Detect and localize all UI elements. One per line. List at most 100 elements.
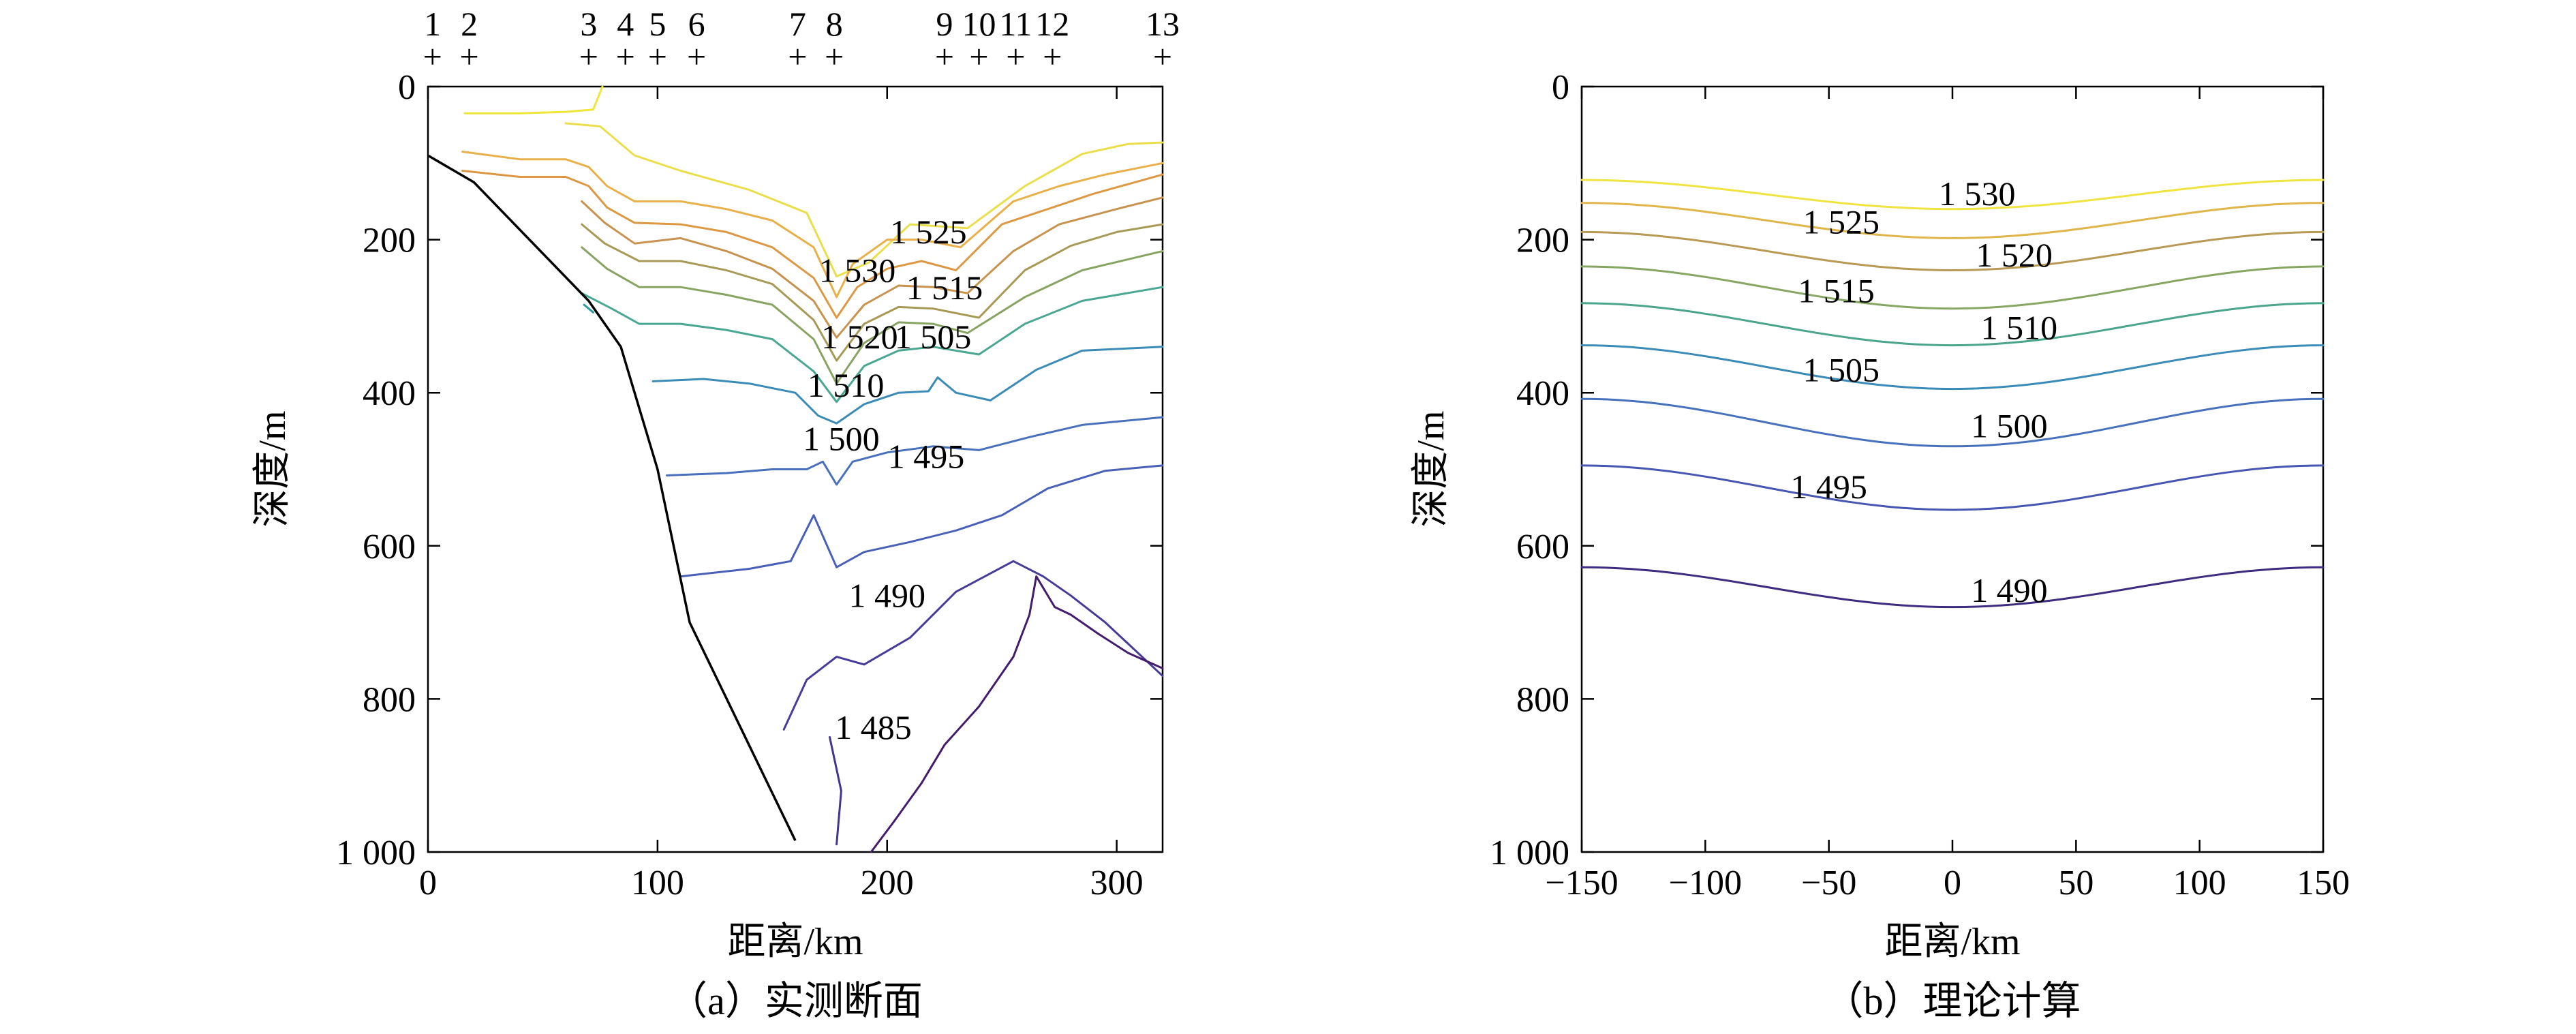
panel-b-isoline-1500: [1580, 397, 2325, 448]
station-number-label: 5: [649, 5, 666, 43]
panel-a-y-tick-label: 600: [363, 528, 416, 566]
panel-b-x-tick-label: 0: [1944, 864, 1961, 902]
station-marker: +: [579, 37, 598, 76]
station-marker: +: [423, 37, 442, 76]
station-number-label: 9: [936, 5, 953, 43]
panel-a-caption: （a）实测断面: [668, 979, 923, 1023]
panel-b-isoline-1495: [1580, 464, 2325, 511]
panel-b-x-tick-label: −150: [1545, 864, 1618, 902]
panel-a-isoline-1530: [463, 85, 604, 115]
station-marker: +: [460, 37, 479, 76]
panel-a-contour-label: 1 485: [835, 708, 912, 746]
panel-a-y-tick-label: 1 000: [336, 834, 416, 872]
panel-a-contour-label: 1 520: [821, 318, 898, 356]
panel-a-contour-label: 1 525: [890, 213, 967, 251]
panel-b-contour-label: 1 495: [1790, 468, 1867, 506]
panel-a-contour-label: 1 500: [803, 419, 880, 457]
station-marker: +: [687, 37, 706, 76]
station-number-label: 6: [688, 5, 705, 43]
panel-b-contour-label: 1 500: [1971, 406, 2048, 444]
panel-a-contour-label: 1 515: [906, 269, 983, 307]
panel-a-isoline-1510: [583, 303, 594, 314]
panel-b-contour-label: 1 520: [1976, 236, 2053, 274]
panel-a-y-tick-label: 400: [363, 374, 416, 413]
panel-a-isoline-1529: [564, 122, 1164, 277]
station-number-label: 4: [617, 5, 634, 43]
station-marker: +: [788, 37, 807, 76]
panel-a-x-tick-label: 200: [861, 864, 914, 902]
panel-b-contour-label: 1 490: [1971, 571, 2048, 609]
panel-a-isoline-1507: [651, 346, 1164, 425]
panel-b-y-axis-label: 深度/m: [1410, 410, 1452, 527]
panel-a-isoline-1513: [581, 286, 1164, 404]
panel-a-y-tick-label: 800: [363, 680, 416, 719]
panel-a-isoline-1525: [461, 170, 1164, 319]
station-number-label: 8: [826, 5, 843, 43]
panel-a-y-tick-label: 200: [363, 222, 416, 260]
panel-b-y-tick-label: 0: [1552, 68, 1569, 107]
station-number-label: 11: [999, 5, 1032, 43]
panel-a-seabed-line: [427, 154, 797, 841]
panel-a-x-axis-label: 距离/km: [727, 921, 863, 963]
panel-a-contour-label: 1 495: [888, 437, 965, 475]
panel-b-isoline-1525: [1580, 202, 2325, 239]
station-marker: +: [935, 37, 954, 76]
station-marker: +: [1006, 37, 1025, 76]
panel-b-isoline-1530: [1580, 179, 2325, 211]
panel-b-isoline-1490: [1580, 566, 2325, 609]
panel-b-contour-label: 1 510: [1981, 309, 2058, 347]
station-number-label: 10: [962, 5, 996, 43]
panel-a-y-axis-label: 深度/m: [251, 410, 294, 527]
panel-b-isoline-1510: [1580, 302, 2325, 347]
panel-b-isoline-1520: [1580, 230, 2325, 271]
panel-a-contour-label: 1 530: [819, 251, 896, 289]
panel-b-y-tick-label: 800: [1516, 680, 1569, 719]
panel-b-x-tick-label: 150: [2297, 864, 2350, 902]
panel-a-x-tick-label: 100: [631, 864, 684, 902]
panel-a-isoline-1527: [461, 151, 1164, 299]
panel-a-x-tick-label: 0: [419, 864, 437, 902]
panel-b-x-tick-label: −50: [1801, 864, 1856, 902]
panel-b-isoline-1515: [1580, 265, 2325, 310]
panel-a-isoline-1517: [581, 246, 1164, 385]
station-number-label: 13: [1146, 5, 1180, 43]
panel-a-contour-label: 1 510: [808, 366, 885, 404]
panel-a-isoline-1522: [581, 196, 1164, 339]
panel-b-contour-label: 1 505: [1803, 350, 1880, 389]
panel-b-x-tick-label: −100: [1669, 864, 1742, 902]
panel-a-y-tick-label: 0: [398, 68, 416, 107]
station-number-label: 2: [461, 5, 478, 43]
panel-a-plot-frame: [427, 85, 1164, 853]
panel-b-theoretical-calculation: −150 −100 −50 0 50 100 150 0 200 400 600 800 1 000 1…: [1410, 68, 2350, 1023]
panel-a-x-tick-label: 300: [1090, 864, 1144, 902]
panel-a-contour-label: 1 505: [895, 318, 972, 356]
panel-b-x-tick-label: 50: [2058, 864, 2094, 902]
panel-b-y-tick-label: 200: [1516, 222, 1569, 260]
panel-a-isoline-1492: [679, 464, 1164, 578]
panel-a-isoline-1486: [829, 736, 842, 846]
station-marker: +: [825, 37, 844, 76]
panel-a-isoline-1519: [581, 223, 1164, 362]
panel-b-isoline-1505: [1580, 344, 2325, 391]
panel-a-contour-label: 1 490: [849, 577, 926, 615]
panel-b-contour-label: 1 530: [1939, 174, 2016, 213]
panel-b-x-axis-label: 距离/km: [1884, 921, 2020, 963]
station-marker: +: [969, 37, 988, 76]
panel-b-contour-label: 1 525: [1803, 203, 1880, 241]
panel-a-isoline-1498: [665, 416, 1164, 486]
station-marker: +: [1043, 37, 1062, 76]
panel-a-isoline-1488: [782, 560, 1164, 731]
station-number-label: 7: [789, 5, 806, 43]
station-number-label: 12: [1035, 5, 1069, 43]
panel-b-y-tick-label: 600: [1516, 528, 1569, 566]
station-number-label: 1: [424, 5, 441, 43]
panel-b-contour-label: 1 515: [1798, 272, 1875, 310]
panel-b-y-tick-label: 400: [1516, 374, 1569, 413]
panel-b-x-tick-label: 100: [2173, 864, 2226, 902]
panel-b-caption: （b）理论计算: [1824, 979, 2081, 1023]
panel-a-isoline-1485: [870, 575, 1164, 853]
panel-b-y-tick-label: 1 000: [1490, 834, 1569, 872]
station-number-label: 3: [580, 5, 597, 43]
